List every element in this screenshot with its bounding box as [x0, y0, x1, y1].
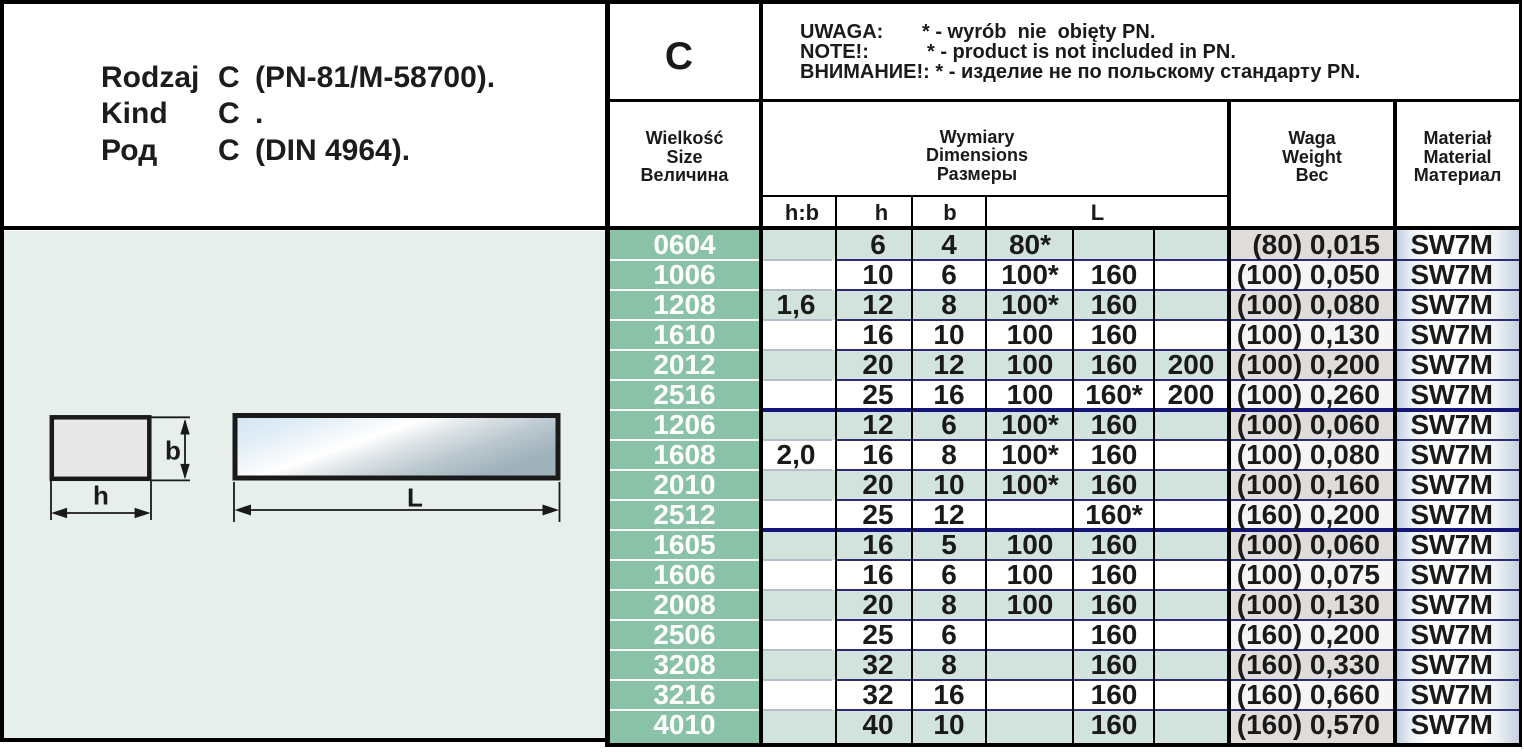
svg-text:b: b — [165, 436, 181, 466]
svg-text:L: L — [407, 482, 423, 512]
svg-text:h: h — [93, 481, 109, 511]
